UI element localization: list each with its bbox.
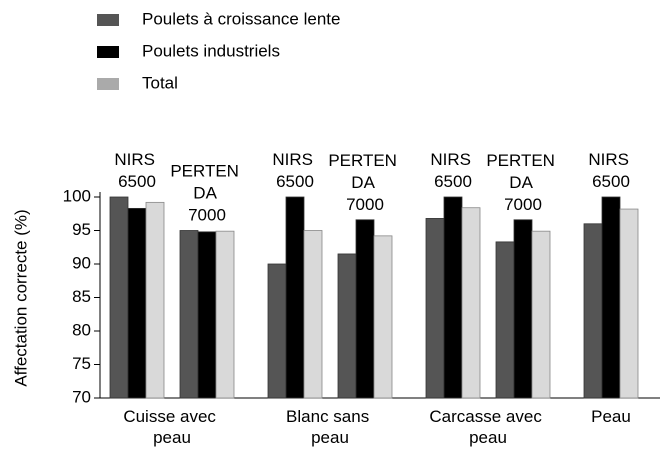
- bar: [127, 207, 147, 399]
- legend-label: Poulets à croissance lente: [142, 9, 340, 28]
- legend-swatch: [97, 14, 119, 26]
- legend-swatch: [97, 46, 119, 58]
- bar: [619, 208, 639, 399]
- bar: [303, 230, 323, 399]
- group-label: PERTEN DA 7000: [170, 162, 243, 225]
- bar: [461, 207, 481, 399]
- bar: [109, 196, 129, 399]
- y-tick-label: 90: [72, 253, 91, 272]
- bar: [513, 219, 533, 399]
- bar: [285, 196, 305, 399]
- x-tick-label: Blanc sans peau: [286, 407, 374, 447]
- bar: [215, 230, 235, 399]
- group-label: NIRS 6500: [588, 150, 633, 191]
- x-tick-label: Cuisse avec peau: [123, 407, 220, 447]
- group-label: NIRS 6500: [430, 150, 475, 191]
- bar: [495, 241, 515, 399]
- bar: [355, 219, 375, 399]
- group-label: NIRS 6500: [114, 150, 159, 191]
- y-tick-label: 85: [72, 287, 91, 306]
- y-tick-label: 75: [72, 354, 91, 373]
- bar: [145, 201, 165, 399]
- bar: [425, 218, 445, 399]
- bar: [601, 196, 621, 399]
- bar: [337, 253, 357, 399]
- group-label: PERTEN DA 7000: [486, 151, 559, 214]
- x-tick-label: Carcasse avec peau: [429, 407, 546, 447]
- group-label: NIRS 6500: [272, 150, 317, 191]
- y-tick-label: 95: [72, 220, 91, 239]
- bar: [531, 230, 551, 399]
- bar: [583, 223, 603, 399]
- y-tick-label: 70: [72, 387, 91, 406]
- x-tick-label: Peau: [591, 407, 631, 426]
- y-tick-label: 100: [63, 186, 91, 205]
- group-label: PERTEN DA 7000: [328, 151, 401, 214]
- legend-label: Total: [142, 73, 178, 92]
- bar: [443, 196, 463, 399]
- y-tick-label: 80: [72, 320, 91, 339]
- legend-label: Poulets industriels: [142, 41, 280, 60]
- bar: [267, 263, 287, 399]
- bar: [197, 231, 217, 399]
- bar: [373, 235, 393, 399]
- legend-swatch: [97, 78, 119, 90]
- bar: [179, 230, 199, 399]
- y-axis-label: Affectation correcte (%): [11, 209, 30, 386]
